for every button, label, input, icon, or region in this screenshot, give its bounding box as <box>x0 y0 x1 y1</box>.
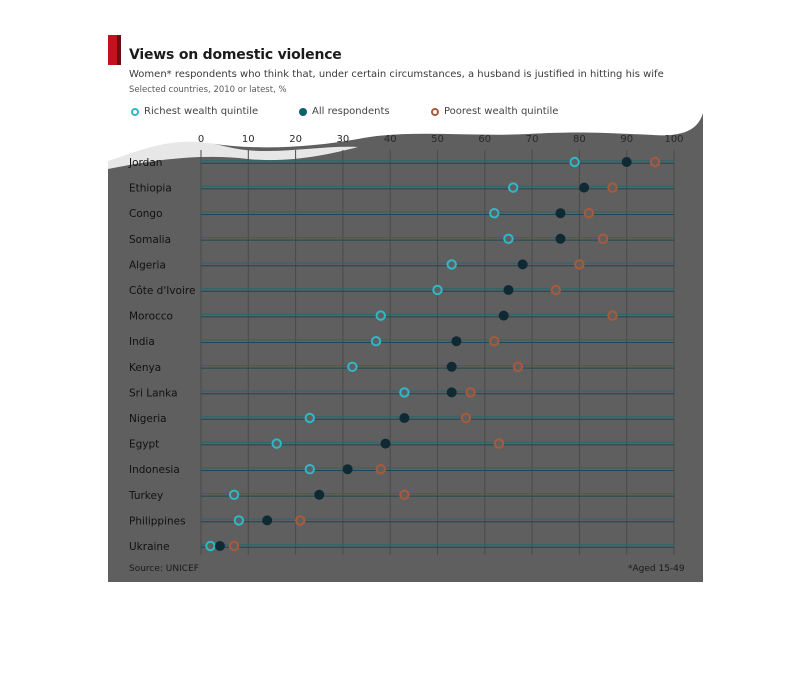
point-all-respondents <box>446 361 457 372</box>
point-richest <box>304 412 315 424</box>
category-label: India <box>129 336 155 348</box>
point-all-respondents <box>621 157 632 167</box>
point-richest <box>271 438 282 449</box>
point-poorest <box>489 336 500 347</box>
point-all-respondents <box>380 438 391 449</box>
point-poorest <box>295 515 306 526</box>
category-label: Indonesia <box>129 464 180 476</box>
point-richest <box>507 182 519 193</box>
legend-label-all: All respondents <box>312 106 390 117</box>
dot-plot: 0 10 20 30 40 50 60 70 80 90 100 Jordan Ethiopia Cong… <box>128 134 684 555</box>
point-richest <box>446 259 457 270</box>
point-all-respondents <box>498 310 509 321</box>
point-richest <box>375 310 386 321</box>
point-all-respondents <box>555 233 566 244</box>
point-richest <box>233 515 245 526</box>
x-tick-label: 90 <box>620 134 633 145</box>
point-richest <box>205 540 216 552</box>
category-label: Philippines <box>129 515 186 527</box>
point-all-respondents <box>555 208 566 219</box>
chart-subtitle: Women* respondents who think that, under… <box>129 69 664 80</box>
point-all-respondents <box>579 182 590 193</box>
accent-tab-shadow <box>117 35 121 65</box>
point-all-respondents <box>262 515 273 526</box>
filled-circle-icon <box>299 107 307 116</box>
header-white-shape <box>108 35 703 161</box>
point-richest <box>432 284 443 296</box>
source-note: Source: UNICEF <box>129 564 199 574</box>
chart-note: Selected countries, 2010 or latest, % <box>129 85 287 95</box>
category-label: Ethiopia <box>129 183 172 195</box>
category-label: Somalia <box>129 234 171 246</box>
point-poorest <box>649 156 661 168</box>
point-poorest <box>607 182 618 193</box>
category-label: Congo <box>129 208 163 220</box>
x-tick-label: 0 <box>198 134 204 145</box>
category-label: Ukraine <box>129 541 170 553</box>
point-poorest <box>574 259 585 270</box>
point-poorest <box>228 540 240 552</box>
point-all-respondents <box>451 336 462 347</box>
category-label: Nigeria <box>129 413 167 425</box>
point-poorest <box>550 284 561 296</box>
header-inner-highlight <box>108 137 358 169</box>
open-circle-icon <box>131 107 139 116</box>
point-richest <box>569 156 580 168</box>
x-tick-label: 20 <box>289 134 302 145</box>
legend-item-poorest: Poorest wealth quintile <box>431 106 558 117</box>
category-label: Jordan <box>128 157 162 169</box>
point-poorest <box>607 310 618 321</box>
point-poorest <box>375 464 386 475</box>
x-tick-label: 70 <box>526 134 539 145</box>
x-tick-label: 40 <box>384 134 397 145</box>
point-all-respondents <box>314 489 325 500</box>
point-richest <box>503 233 514 245</box>
x-tick-label: 50 <box>431 134 444 145</box>
x-tick-label: 60 <box>478 134 491 145</box>
category-label: Côte d'Ivoire <box>129 285 195 297</box>
category-label: Algeria <box>129 259 166 271</box>
accent-tab <box>108 35 117 65</box>
point-poorest <box>597 233 609 245</box>
point-all-respondents <box>517 259 528 270</box>
category-label: Sri Lanka <box>129 387 178 399</box>
x-tick-label: 10 <box>242 134 255 145</box>
category-label: Turkey <box>128 490 163 502</box>
point-poorest <box>512 361 524 372</box>
point-poorest <box>460 412 472 424</box>
point-richest <box>489 208 500 219</box>
point-richest <box>304 464 315 475</box>
open-circle-icon <box>431 107 439 116</box>
point-all-respondents <box>446 387 457 398</box>
footnote: *Aged 15-49 <box>628 564 685 574</box>
x-tick-label: 100 <box>664 134 683 145</box>
point-poorest <box>583 208 595 219</box>
category-label: Morocco <box>129 311 173 323</box>
chart-panel: Views on domestic violence Women* respon… <box>108 35 703 582</box>
category-label: Egypt <box>129 439 159 451</box>
point-all-respondents <box>214 541 225 551</box>
point-poorest <box>399 489 410 500</box>
chart-title: Views on domestic violence <box>129 47 342 63</box>
header-background <box>108 35 703 169</box>
x-tick-label: 80 <box>573 134 586 145</box>
point-poorest <box>465 387 476 398</box>
point-richest <box>370 336 382 347</box>
legend-label-poorest: Poorest wealth quintile <box>444 106 559 117</box>
point-poorest <box>493 438 505 449</box>
legend-item-richest: Richest wealth quintile <box>131 106 258 117</box>
point-all-respondents <box>399 413 410 423</box>
category-label: Kenya <box>129 362 161 374</box>
legend-item-all: All respondents <box>299 106 390 117</box>
x-tick-label: 30 <box>337 134 350 145</box>
point-richest <box>399 387 410 398</box>
legend-label-richest: Richest wealth quintile <box>144 106 259 117</box>
point-all-respondents <box>342 464 353 475</box>
point-richest <box>347 361 358 372</box>
point-all-respondents <box>503 285 514 295</box>
point-richest <box>228 489 240 500</box>
